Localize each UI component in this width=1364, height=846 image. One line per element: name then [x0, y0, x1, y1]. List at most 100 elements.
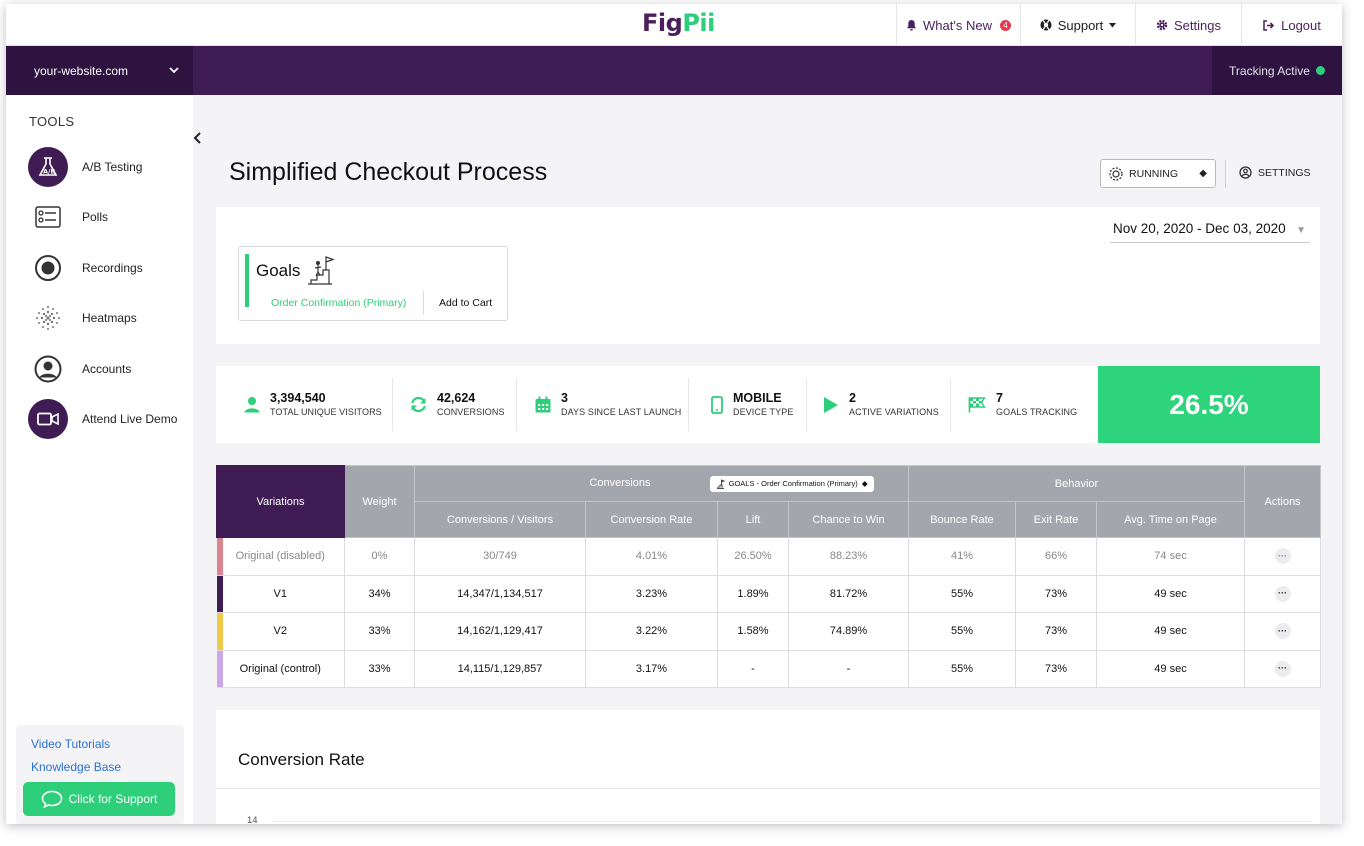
- video-tutorials-link[interactable]: Video Tutorials: [31, 737, 111, 751]
- sidebar-item-label: Heatmaps: [82, 311, 137, 325]
- more-actions-button[interactable]: ···: [1274, 660, 1291, 677]
- recordings-icon: [28, 248, 68, 288]
- variation-color-flag: [216, 650, 223, 687]
- bell-icon: [906, 19, 917, 31]
- chance-cell: 81.72%: [788, 574, 909, 613]
- experiment-settings-link[interactable]: SETTINGS: [1239, 166, 1311, 179]
- goals-title: Goals: [256, 261, 301, 280]
- knowledge-base-link[interactable]: Knowledge Base: [31, 760, 122, 774]
- stat-visitors: 3,394,540 TOTAL UNIQUE VISITORS: [244, 366, 382, 443]
- date-range-picker[interactable]: Nov 20, 2020 - Dec 03, 2020 ▼: [1110, 221, 1310, 243]
- weight-cell: 33%: [344, 649, 415, 688]
- site-bar: your-website.com Tracking Active: [6, 46, 1342, 95]
- exit-cell: 73%: [1015, 574, 1097, 613]
- avg-time-cell: 74 sec: [1095, 537, 1246, 576]
- table-row: V2 33% 14,162/1,129,417 3.22% 1.58% 74.8…: [216, 612, 1322, 651]
- variation-name: Original (disabled): [216, 537, 345, 576]
- more-actions-button[interactable]: ···: [1274, 623, 1291, 640]
- divider: [216, 788, 1320, 789]
- conv-visitors-cell: 30/749: [414, 537, 586, 576]
- flag-icon: [968, 397, 986, 413]
- exit-cell: 73%: [1015, 649, 1097, 688]
- gear-icon: [1156, 19, 1168, 31]
- divider: [392, 378, 393, 431]
- variation-color-flag: [216, 575, 223, 612]
- goal-add-to-cart[interactable]: Add to Cart: [439, 297, 493, 309]
- divider: [950, 378, 951, 431]
- conv-rate-cell: 3.17%: [585, 649, 718, 688]
- conversion-rate-panel: Conversion Rate 14: [216, 710, 1320, 824]
- col-lift: Lift: [717, 501, 789, 538]
- sidebar-item-live-demo[interactable]: Attend Live Demo: [28, 399, 188, 439]
- divider: [423, 291, 424, 315]
- polls-icon: [28, 197, 68, 237]
- sidebar-item-label: Accounts: [82, 362, 132, 376]
- more-actions-button[interactable]: ···: [1274, 585, 1291, 602]
- calendar-icon: [535, 396, 551, 413]
- weight-cell: 33%: [344, 612, 415, 651]
- chat-bubble-icon: [41, 790, 62, 808]
- logout-link[interactable]: Logout: [1241, 4, 1342, 46]
- collapse-sidebar-button[interactable]: [191, 127, 205, 149]
- support-button[interactable]: Click for Support: [23, 782, 175, 816]
- table-row: Original (control) 33% 14,115/1,129,857 …: [216, 649, 1322, 688]
- figpii-logo[interactable]: FigPii: [642, 9, 715, 37]
- chance-cell: -: [788, 649, 909, 688]
- conv-visitors-cell: 14,347/1,134,517: [414, 574, 586, 613]
- lift-cell: 1.89%: [717, 574, 789, 613]
- col-exit: Exit Rate: [1015, 501, 1097, 538]
- play-icon: [824, 396, 838, 413]
- avg-time-cell: 49 sec: [1095, 612, 1246, 651]
- dropdown-caret-icon: ▼: [1296, 225, 1306, 236]
- stat-days: 3 DAYS SINCE LAST LAUNCH: [535, 366, 681, 443]
- sidebar-item-ab-testing[interactable]: A/B A/B Testing: [28, 147, 188, 187]
- goal-order-confirmation[interactable]: Order Confirmation (Primary): [271, 297, 407, 309]
- more-actions-button[interactable]: ···: [1274, 548, 1291, 565]
- avg-time-cell: 49 sec: [1095, 649, 1246, 688]
- site-selector[interactable]: your-website.com: [6, 46, 193, 95]
- heatmaps-icon: [28, 298, 68, 338]
- lifebuoy-icon: [1040, 19, 1052, 31]
- col-chance: Chance to Win: [788, 501, 909, 538]
- mobile-icon: [711, 395, 723, 414]
- svg-text:A/B: A/B: [43, 168, 55, 176]
- col-conv-rate: Conversion Rate: [585, 501, 718, 538]
- divider: [806, 378, 807, 431]
- sidebar-item-heatmaps[interactable]: Heatmaps: [28, 298, 188, 338]
- col-variations: Variations: [216, 465, 345, 538]
- whats-new-link[interactable]: What's New 4: [896, 4, 1020, 46]
- sort-caret-icon: ◆: [861, 479, 868, 488]
- status-dot: [1315, 66, 1325, 75]
- weight-cell: 34%: [344, 574, 415, 613]
- caret-down-icon: [1109, 22, 1117, 27]
- settings-link[interactable]: Settings: [1135, 4, 1241, 46]
- stat-variations: 2 ACTIVE VARIATIONS: [823, 366, 939, 443]
- sidebar-item-polls[interactable]: Polls: [28, 197, 188, 237]
- overall-conversion-rate: 26.5%: [1098, 366, 1320, 443]
- col-actions: Actions: [1244, 465, 1322, 538]
- conv-visitors-cell: 14,162/1,129,417: [414, 612, 586, 651]
- col-group-conversions: Conversions GOALS - Order Confirmation (…: [414, 465, 909, 502]
- status-dropdown[interactable]: RUNNING ◆: [1100, 159, 1216, 188]
- bounce-cell: 55%: [908, 649, 1016, 688]
- col-avg-time: Avg. Time on Page: [1095, 501, 1246, 538]
- sidebar-item-accounts[interactable]: Accounts: [28, 349, 188, 389]
- user-icon: [244, 397, 260, 413]
- variations-table: Variations Weight Conversions GOALS - Or…: [216, 465, 1322, 688]
- divider: [688, 378, 689, 431]
- bounce-cell: 41%: [908, 537, 1016, 576]
- goals-card: Goals Order Confirmation (Primary) Add t…: [238, 246, 508, 321]
- sidebar-item-recordings[interactable]: Recordings: [28, 248, 188, 288]
- lift-cell: -: [717, 649, 789, 688]
- col-group-behavior: Behavior: [907, 465, 1246, 502]
- avg-time-cell: 49 sec: [1095, 574, 1246, 613]
- variation-color-flag: [216, 613, 223, 650]
- running-status-icon: [1109, 166, 1123, 181]
- actions-cell: ···: [1244, 537, 1322, 576]
- y-tick-label: 14: [247, 815, 258, 824]
- chevron-left-icon: [193, 132, 201, 144]
- variation-name: V1: [216, 574, 345, 613]
- support-menu[interactable]: Support: [1020, 4, 1135, 46]
- goal-selector[interactable]: GOALS - Order Confirmation (Primary) ◆: [709, 475, 874, 492]
- table-row: Original (disabled) 0% 30/749 4.01% 26.5…: [216, 537, 1322, 576]
